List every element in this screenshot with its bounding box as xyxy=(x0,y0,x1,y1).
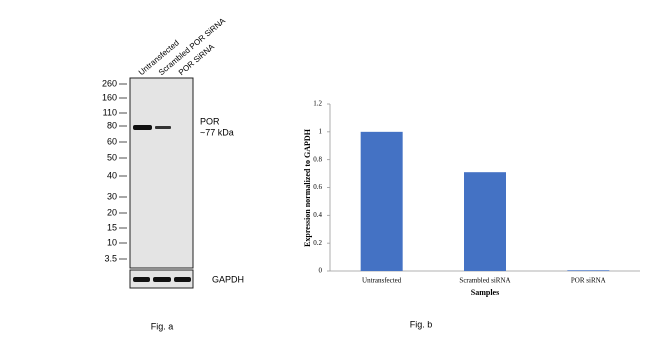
marker-label: 160 xyxy=(102,92,117,102)
y-tick-label: 0.2 xyxy=(313,239,322,247)
x-tick-label: Scrambled siRNA xyxy=(459,277,510,285)
band xyxy=(153,277,171,282)
y-tick-label: 1.2 xyxy=(313,100,322,108)
marker-label: 15 xyxy=(107,222,117,232)
target-size: ~77 kDa xyxy=(200,127,234,137)
y-axis-label: Expression normalized to GAPDH xyxy=(303,128,312,247)
bar xyxy=(360,131,403,271)
band xyxy=(155,126,171,129)
band xyxy=(133,125,152,130)
bar xyxy=(567,270,610,271)
band xyxy=(174,277,191,282)
marker-label: 260 xyxy=(102,78,117,88)
marker-label: 3.5 xyxy=(104,253,117,263)
y-tick-label: 0.6 xyxy=(313,183,322,191)
marker-label: 110 xyxy=(103,107,117,117)
marker-label: 50 xyxy=(107,152,117,162)
x-axis-label: Samples xyxy=(471,288,499,297)
x-tick-label: POR siRNA xyxy=(571,277,606,285)
y-tick-label: 0 xyxy=(319,267,323,275)
caption: Fig. a xyxy=(151,321,174,331)
marker-label: 20 xyxy=(107,207,117,217)
bar xyxy=(464,172,506,271)
loading-control: GAPDH xyxy=(212,274,244,284)
marker-ladder: 260 160 110 80 60 50 40 30 20 15 10 3.5 xyxy=(102,78,127,263)
marker-label: 10 xyxy=(107,237,117,247)
bar-chart: Fig. b Samples Expression normalized to … xyxy=(303,100,640,329)
y-tick-label: 0.4 xyxy=(313,211,322,219)
blot-membrane xyxy=(129,77,194,269)
marker-label: 40 xyxy=(107,170,117,180)
band xyxy=(133,277,150,282)
marker-label: 30 xyxy=(107,191,117,201)
y-tick-label: 1 xyxy=(319,127,323,135)
caption: Fig. b xyxy=(410,319,433,329)
marker-label: 60 xyxy=(107,136,117,146)
marker-label: 80 xyxy=(107,120,117,130)
target-label: POR xyxy=(200,116,220,126)
y-tick-label: 0.8 xyxy=(313,155,322,163)
x-tick-label: Untransfected xyxy=(362,277,402,285)
